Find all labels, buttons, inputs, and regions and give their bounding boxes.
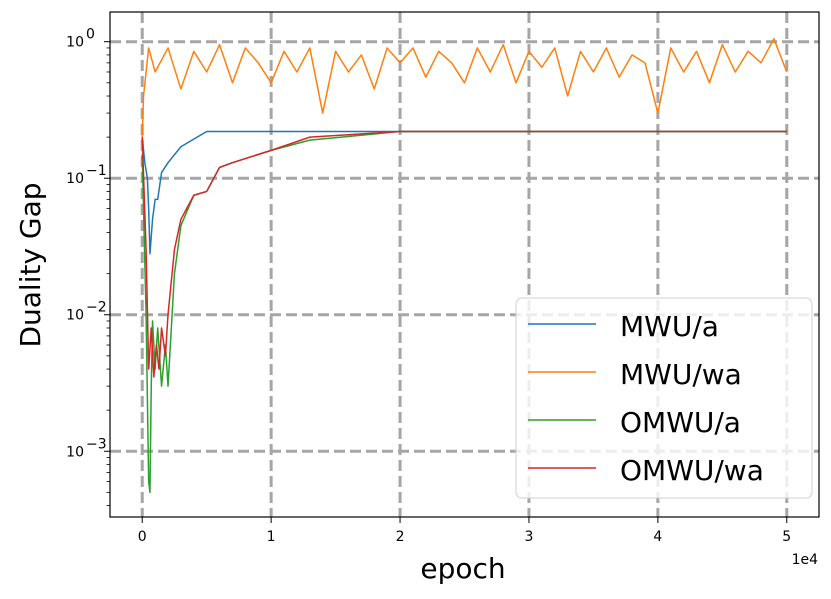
x-axis-offset-label: 1e4 — [792, 552, 819, 568]
x-tick-label: 2 — [396, 529, 405, 545]
legend-label-omwu-wa: OMWU/wa — [620, 454, 764, 487]
series-line-mwu-wa — [141, 38, 788, 138]
plot-frame — [109, 11, 820, 518]
legend-label-mwu-wa: MWU/wa — [620, 358, 742, 391]
x-axis-title: epoch — [420, 552, 505, 585]
y-tick-label-exponent: −3 — [86, 436, 107, 452]
series-line-omwu-wa — [141, 130, 787, 378]
y-tick-label: 10 — [66, 308, 84, 324]
y-tick-label-exponent: −2 — [86, 300, 107, 316]
legend-label-omwu-a: OMWU/a — [620, 406, 741, 439]
legend: MWU/a MWU/wa OMWU/a OMWU/wa — [515, 297, 813, 499]
y-tick-label: 10 — [66, 171, 84, 187]
x-tick-label: 5 — [782, 529, 791, 545]
y-tick-label: 10 — [66, 35, 84, 51]
legend-label-mwu-a: MWU/a — [620, 310, 719, 343]
x-tick-label: 1 — [267, 529, 276, 545]
y-axis-title: Duality Gap — [14, 182, 47, 347]
x-tick-label: 3 — [524, 529, 533, 545]
y-tick-label-exponent: 0 — [86, 27, 95, 43]
y-tick-label-exponent: −1 — [86, 163, 107, 179]
series-line-omwu-a — [141, 130, 787, 494]
x-tick-label: 0 — [138, 529, 147, 545]
y-tick-label: 10 — [66, 444, 84, 460]
x-tick-label: 4 — [653, 529, 662, 545]
legend-box — [515, 297, 813, 499]
series-layer — [141, 38, 788, 494]
